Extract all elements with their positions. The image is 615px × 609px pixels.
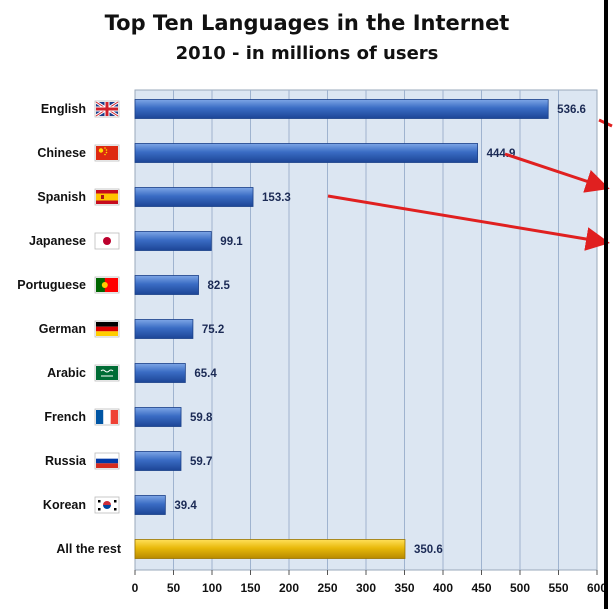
arrow-spanish [327,194,610,251]
bars [134,99,549,559]
x-tick-label: 250 [317,581,337,595]
category-label-russia: Russia [45,454,87,468]
chart-title: Top Ten Languages in the Internet [105,11,510,35]
japan-flag-icon [94,232,120,250]
value-label-spanish: 153.3 [262,192,291,204]
category-label-chinese: Chinese [37,146,86,160]
right-edge-border [604,0,608,609]
value-label-arabic: 65.4 [194,368,217,380]
x-tick-label: 350 [394,581,414,595]
bar-spanish [134,187,254,207]
value-labels: 536.6 444.9 153.3 99.1 82.5 75.2 65.4 59.8 59.7 3… [174,104,586,556]
value-label-portuguese: 82.5 [208,280,231,292]
x-tick-label: 100 [202,581,222,595]
flags [94,100,120,514]
x-tick-label: 550 [548,581,568,595]
category-label-japanese: Japanese [29,234,86,248]
chart-subtitle: 2010 - in millions of users [176,43,439,64]
bar-japanese [134,231,212,251]
category-label-arabic: Arabic [47,366,86,380]
x-tick-label: 500 [510,581,530,595]
value-label-japanese: 99.1 [220,236,243,248]
value-label-korean: 39.4 [174,500,197,512]
category-label-english: English [41,102,86,116]
bar-french [134,407,182,427]
x-tick-label: 50 [167,581,181,595]
gridlines [173,90,559,570]
value-label-all-the-rest: 350.6 [414,544,443,556]
spain-flag-icon [94,188,120,206]
value-label-german: 75.2 [202,324,224,336]
portugal-flag-icon [94,276,120,294]
category-labels: English Chinese Spanish Japanese Portuguese G… [17,102,122,556]
bar-russia [134,451,182,471]
value-label-chinese: 444.9 [487,148,516,160]
germany-flag-icon [94,320,120,338]
bar-chinese [134,143,478,163]
x-tick-label: 200 [279,581,299,595]
value-label-russia: 59.7 [190,456,212,468]
bar-english [134,99,549,119]
x-tick-label: 600 [587,581,607,595]
category-label-all-the-rest: All the rest [56,542,121,556]
bar-german [134,319,194,339]
category-label-portuguese: Portuguese [17,278,86,292]
x-axis-ticks: 0 50 100 150 200 250 300 350 400 450 500 550 600 [132,570,607,595]
x-tick-label: 150 [240,581,260,595]
south-korea-flag-icon [94,496,120,514]
uk-flag-icon [94,100,120,118]
china-flag-icon [94,144,120,162]
x-tick-label: 400 [433,581,453,595]
saudi-arabia-flag-icon [94,364,120,382]
bar-korean [134,495,166,515]
arrow-chinese [504,152,610,193]
france-flag-icon [94,408,120,426]
x-tick-label: 0 [132,581,139,595]
x-tick-label: 300 [356,581,376,595]
russia-flag-icon [94,452,120,470]
category-label-spanish: Spanish [37,190,86,204]
category-label-german: German [39,322,86,336]
x-tick-label: 450 [471,581,491,595]
value-label-french: 59.8 [190,412,213,424]
category-label-korean: Korean [43,498,86,512]
bar-all-the-rest [134,539,406,559]
bar-arabic [134,363,186,383]
value-label-english: 536.6 [557,104,586,116]
category-label-french: French [44,410,86,424]
bar-portuguese [134,275,199,295]
